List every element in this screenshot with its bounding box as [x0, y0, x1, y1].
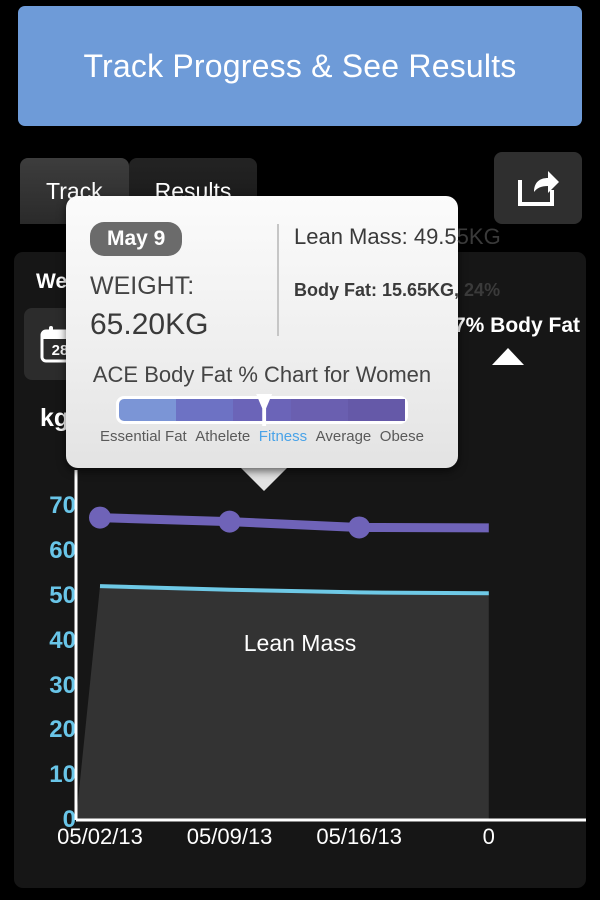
gauge-segment-label: Fitness [258, 428, 308, 445]
y-axis-ticks: 0 10 20 30 40 50 60 70 [14, 252, 76, 888]
popup-date-pill: May 9 [90, 222, 183, 256]
y-tick-label: 70 [49, 492, 76, 520]
measurement-popup[interactable]: May 9 WEIGHT: 65.20KG Lean Mass: 49.55KG… [66, 196, 501, 468]
bodyfat-summary-label: 0.7% Body Fat [436, 314, 580, 337]
x-tick-label: 05/02/13 [57, 824, 143, 849]
weight-data-point[interactable] [89, 506, 111, 529]
popup-divider [277, 224, 279, 336]
y-tick-label: 40 [49, 626, 76, 654]
bodyfat-up-caret-icon [492, 348, 524, 365]
y-tick-label: 10 [49, 761, 76, 789]
popup-tail [240, 467, 288, 491]
popup-weight-label: WEIGHT: [90, 272, 195, 300]
weight-line [99, 513, 489, 533]
calendar-day-text: 28 [52, 342, 69, 359]
share-icon [518, 171, 559, 206]
y-tick-label: 60 [49, 537, 76, 565]
gauge-segment-label: Average [315, 428, 372, 445]
weight-data-point[interactable] [348, 516, 371, 539]
x-tick-label: 0 [482, 824, 495, 849]
chart-plot-area[interactable] [14, 252, 586, 888]
weight-data-point[interactable] [218, 510, 241, 533]
bodyfat-gauge-labels: Essential Fat Athelete Fitness Average Obese [100, 428, 424, 445]
y-tick-label: 20 [49, 716, 76, 744]
gauge-segment-label: Obese [379, 428, 424, 445]
y-axis-unit-label: kg [40, 404, 70, 432]
share-button[interactable] [494, 152, 582, 224]
gauge-segment [176, 399, 234, 421]
popup-lean-mass: Lean Mass: 49.55KG [294, 224, 501, 249]
x-tick-label: 05/09/13 [186, 824, 273, 849]
lean-mass-annotation: Lean Mass [243, 630, 357, 656]
gauge-segment-label: Essential Fat [100, 428, 187, 445]
lean-mass-line [99, 584, 489, 596]
gauge-segment [233, 399, 291, 421]
banner-title: Track Progress & See Results [83, 47, 517, 84]
y-tick-label: 0 [62, 806, 76, 833]
gauge-segment [290, 399, 348, 421]
gauge-segment [119, 399, 177, 421]
bodyfat-gauge[interactable] [116, 394, 408, 426]
y-tick-label: 50 [49, 582, 76, 609]
x-tick-label: 05/16/13 [316, 824, 403, 849]
popup-body-fat: Body Fat: 15.65KG, 24% [294, 280, 501, 300]
gauge-segment-label: Athelete [195, 428, 251, 445]
promo-banner[interactable]: Track Progress & See Results [18, 6, 582, 126]
popup-ace-title: ACE Body Fat % Chart for Women [92, 362, 432, 387]
y-tick-label: 30 [49, 671, 76, 699]
gauge-segment [347, 399, 406, 421]
popup-weight-value: 65.20KG [90, 308, 209, 341]
lean-mass-area [76, 586, 489, 820]
